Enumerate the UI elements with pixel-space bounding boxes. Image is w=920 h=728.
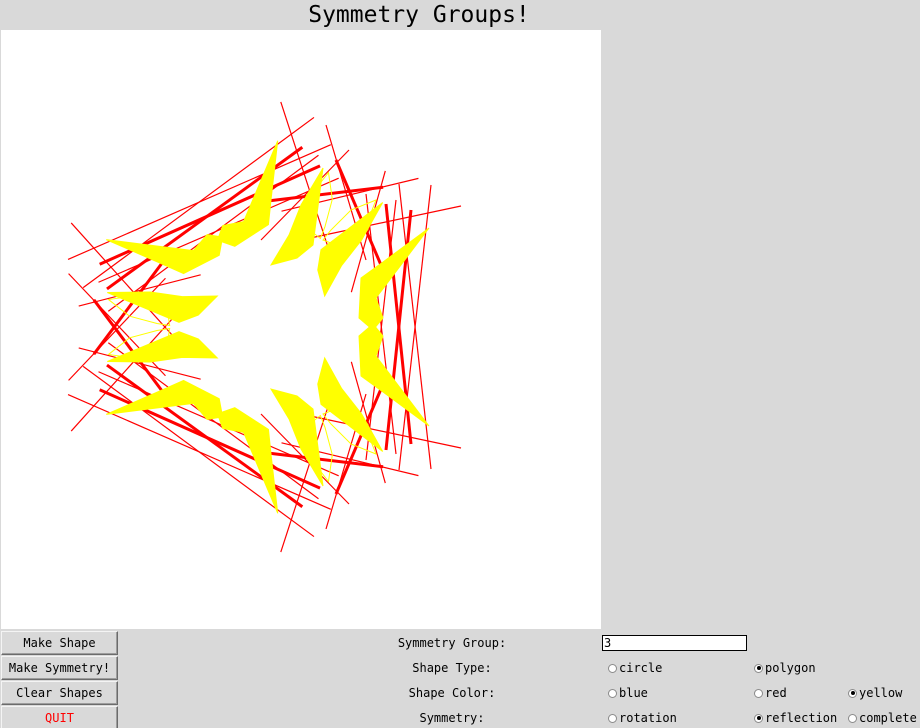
radio-circle[interactable]: circle (608, 661, 662, 675)
radio-complete[interactable]: complete (848, 711, 917, 725)
red-stroke-4-5 (350, 170, 386, 293)
radio-complete-indicator (848, 713, 857, 723)
yellow-blade-inner-4 (107, 331, 219, 363)
radio-complete-label: complete (859, 711, 917, 725)
radio-reflection-indicator (754, 713, 763, 723)
red-stroke-3-1 (300, 413, 462, 449)
red-thick-stroke-1-4 (92, 261, 164, 356)
red-thick-stroke-1-0 (334, 159, 383, 266)
radio-blue-label: blue (619, 686, 648, 700)
yellow-blade-2 (216, 407, 279, 514)
red-stroke-4-0 (260, 149, 350, 241)
yellow-blade-4 (106, 233, 224, 275)
app-title: Symmetry Groups! (308, 2, 530, 28)
make-shape-button[interactable]: Make Shape (1, 631, 118, 655)
red-thick-stroke-1-5 (269, 185, 384, 203)
symmetry-label: Symmetry: (419, 711, 485, 725)
radio-red[interactable]: red (754, 686, 787, 700)
yellow-blade-1 (358, 323, 430, 427)
red-thick-stroke-1-2 (269, 451, 384, 469)
radio-yellow-label: yellow (859, 686, 903, 700)
radio-reflection[interactable]: reflection (754, 711, 837, 725)
radio-blue-indicator (608, 688, 617, 698)
symmetry-group-label: Symmetry Group: (397, 636, 507, 650)
radio-yellow-indicator (848, 688, 857, 698)
quit-button[interactable]: QUIT (1, 706, 118, 728)
radio-reflection-label: reflection (765, 711, 838, 725)
radio-rotation-label: rotation (619, 711, 677, 725)
radio-polygon-label: polygon (765, 661, 816, 675)
radio-polygon-indicator (754, 663, 763, 673)
red-thick-stroke-1-3 (92, 298, 164, 393)
red-stroke-1-5 (107, 154, 319, 312)
yellow-blade-3 (106, 379, 224, 421)
yellow-blade-inner-3 (107, 291, 219, 323)
clear-shapes-button[interactable]: Clear Shapes (1, 681, 118, 705)
red-stroke-1-2 (107, 342, 319, 500)
red-stroke-4-3 (78, 274, 201, 307)
red-stroke-4-1 (260, 413, 350, 505)
yellow-blade-inner-1 (269, 388, 324, 487)
red-stroke-3-0 (300, 205, 462, 241)
make-symmetry-button[interactable]: Make Symmetry! (1, 656, 118, 680)
red-stroke-4-2 (350, 361, 386, 484)
yellow-blade-inner-5 (317, 202, 384, 298)
shape-color-label: Shape Color: (408, 686, 496, 700)
yellow-blade-5 (216, 140, 279, 247)
symmetry-artwork (67, 101, 462, 553)
radio-circle-indicator (608, 663, 617, 673)
red-stroke-4-4 (78, 347, 201, 380)
yellow-blade-inner-0 (269, 167, 324, 266)
red-thick-stroke-1-1 (334, 388, 383, 495)
yellow-blade-inner-2 (317, 356, 384, 452)
radio-blue[interactable]: blue (608, 686, 648, 700)
radio-rotation-indicator (608, 713, 617, 723)
radio-yellow[interactable]: yellow (848, 686, 902, 700)
radio-circle-label: circle (619, 661, 663, 675)
radio-red-indicator (754, 688, 763, 698)
radio-red-label: red (765, 686, 787, 700)
symmetry-group-input[interactable] (602, 635, 747, 651)
shape-type-label: Shape Type: (412, 661, 492, 675)
yellow-blade-0 (358, 227, 430, 331)
radio-polygon[interactable]: polygon (754, 661, 816, 675)
drawing-canvas[interactable] (1, 30, 601, 629)
radio-rotation[interactable]: rotation (608, 711, 677, 725)
